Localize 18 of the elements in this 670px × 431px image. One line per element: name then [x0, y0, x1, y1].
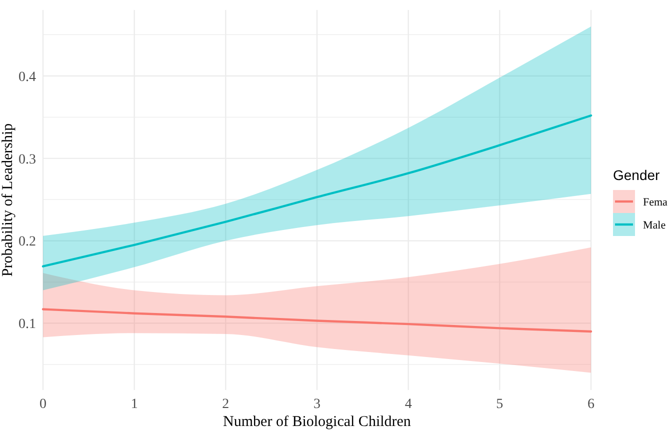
x-tick-label: 6: [588, 397, 594, 412]
y-tick-label: 0.2: [18, 234, 36, 250]
x-tick-label: 5: [496, 397, 504, 412]
legend-title: Gender: [613, 167, 660, 183]
x-tick-label: 4: [404, 397, 412, 412]
x-tick-label: 1: [130, 397, 138, 412]
legend-label: Fema: [643, 196, 668, 208]
x-tick-label: 0: [40, 397, 46, 412]
y-tick-label: 0.1: [18, 317, 36, 332]
y-axis-title: Probability of Leadership: [0, 123, 16, 277]
y-tick-label: 0.4: [18, 70, 36, 85]
x-axis-title: Number of Biological Children: [223, 414, 412, 430]
line-series: [42, 308, 592, 333]
y-tick-label: 0.3: [18, 152, 36, 168]
line-series: [42, 114, 592, 268]
legend-label: Male: [643, 219, 666, 232]
x-tick-label: 2: [222, 397, 230, 412]
x-tick-label: 3: [314, 397, 320, 412]
